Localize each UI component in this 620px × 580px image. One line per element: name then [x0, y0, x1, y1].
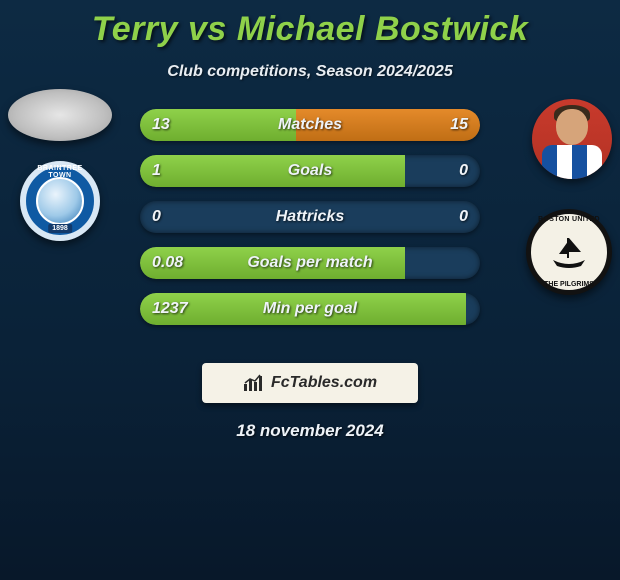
stat-label: Hattricks [140, 201, 480, 233]
stat-fill-left [140, 109, 296, 141]
stat-value-right: 0 [459, 201, 468, 233]
stat-fill-right [296, 109, 480, 141]
stat-row: 10Goals [140, 155, 480, 187]
stat-row: 1315Matches [140, 109, 480, 141]
club-left-inner: 1898 [36, 177, 84, 225]
page-subtitle: Club competitions, Season 2024/2025 [0, 63, 620, 81]
club-right-ship-icon [547, 230, 591, 274]
page-title: Terry vs Michael Bostwick [0, 0, 620, 49]
brand-box: FcTables.com [202, 363, 418, 403]
stat-value-right: 0 [459, 155, 468, 187]
stat-value-left: 0 [152, 201, 161, 233]
player-right-avatar [532, 99, 612, 179]
brand-text: FcTables.com [271, 374, 377, 392]
stat-row: 0.08Goals per match [140, 247, 480, 279]
club-right-name-bottom: THE PILGRIMS [531, 281, 607, 288]
brand-chart-icon [243, 374, 265, 392]
stat-fill-left [140, 155, 405, 187]
stat-fill-left [140, 247, 405, 279]
club-right-name-top: BOSTON UNITED [531, 216, 607, 223]
comparison-stage: BRAINTREE TOWN 1898 BOSTON UNITED THE PI… [0, 109, 620, 339]
club-left-badge: BRAINTREE TOWN 1898 [20, 161, 100, 241]
stat-row: 1237Min per goal [140, 293, 480, 325]
stats-bars: 1315Matches10Goals00Hattricks0.08Goals p… [140, 109, 480, 339]
stat-fill-left [140, 293, 466, 325]
club-right-badge: BOSTON UNITED THE PILGRIMS [526, 209, 612, 295]
stat-row: 0 0Hattricks [140, 201, 480, 233]
date-label: 18 november 2024 [0, 421, 620, 441]
club-left-year: 1898 [48, 224, 72, 233]
player-right-head [556, 109, 588, 145]
player-right-jersey [542, 145, 602, 179]
player-left-avatar [8, 89, 112, 141]
